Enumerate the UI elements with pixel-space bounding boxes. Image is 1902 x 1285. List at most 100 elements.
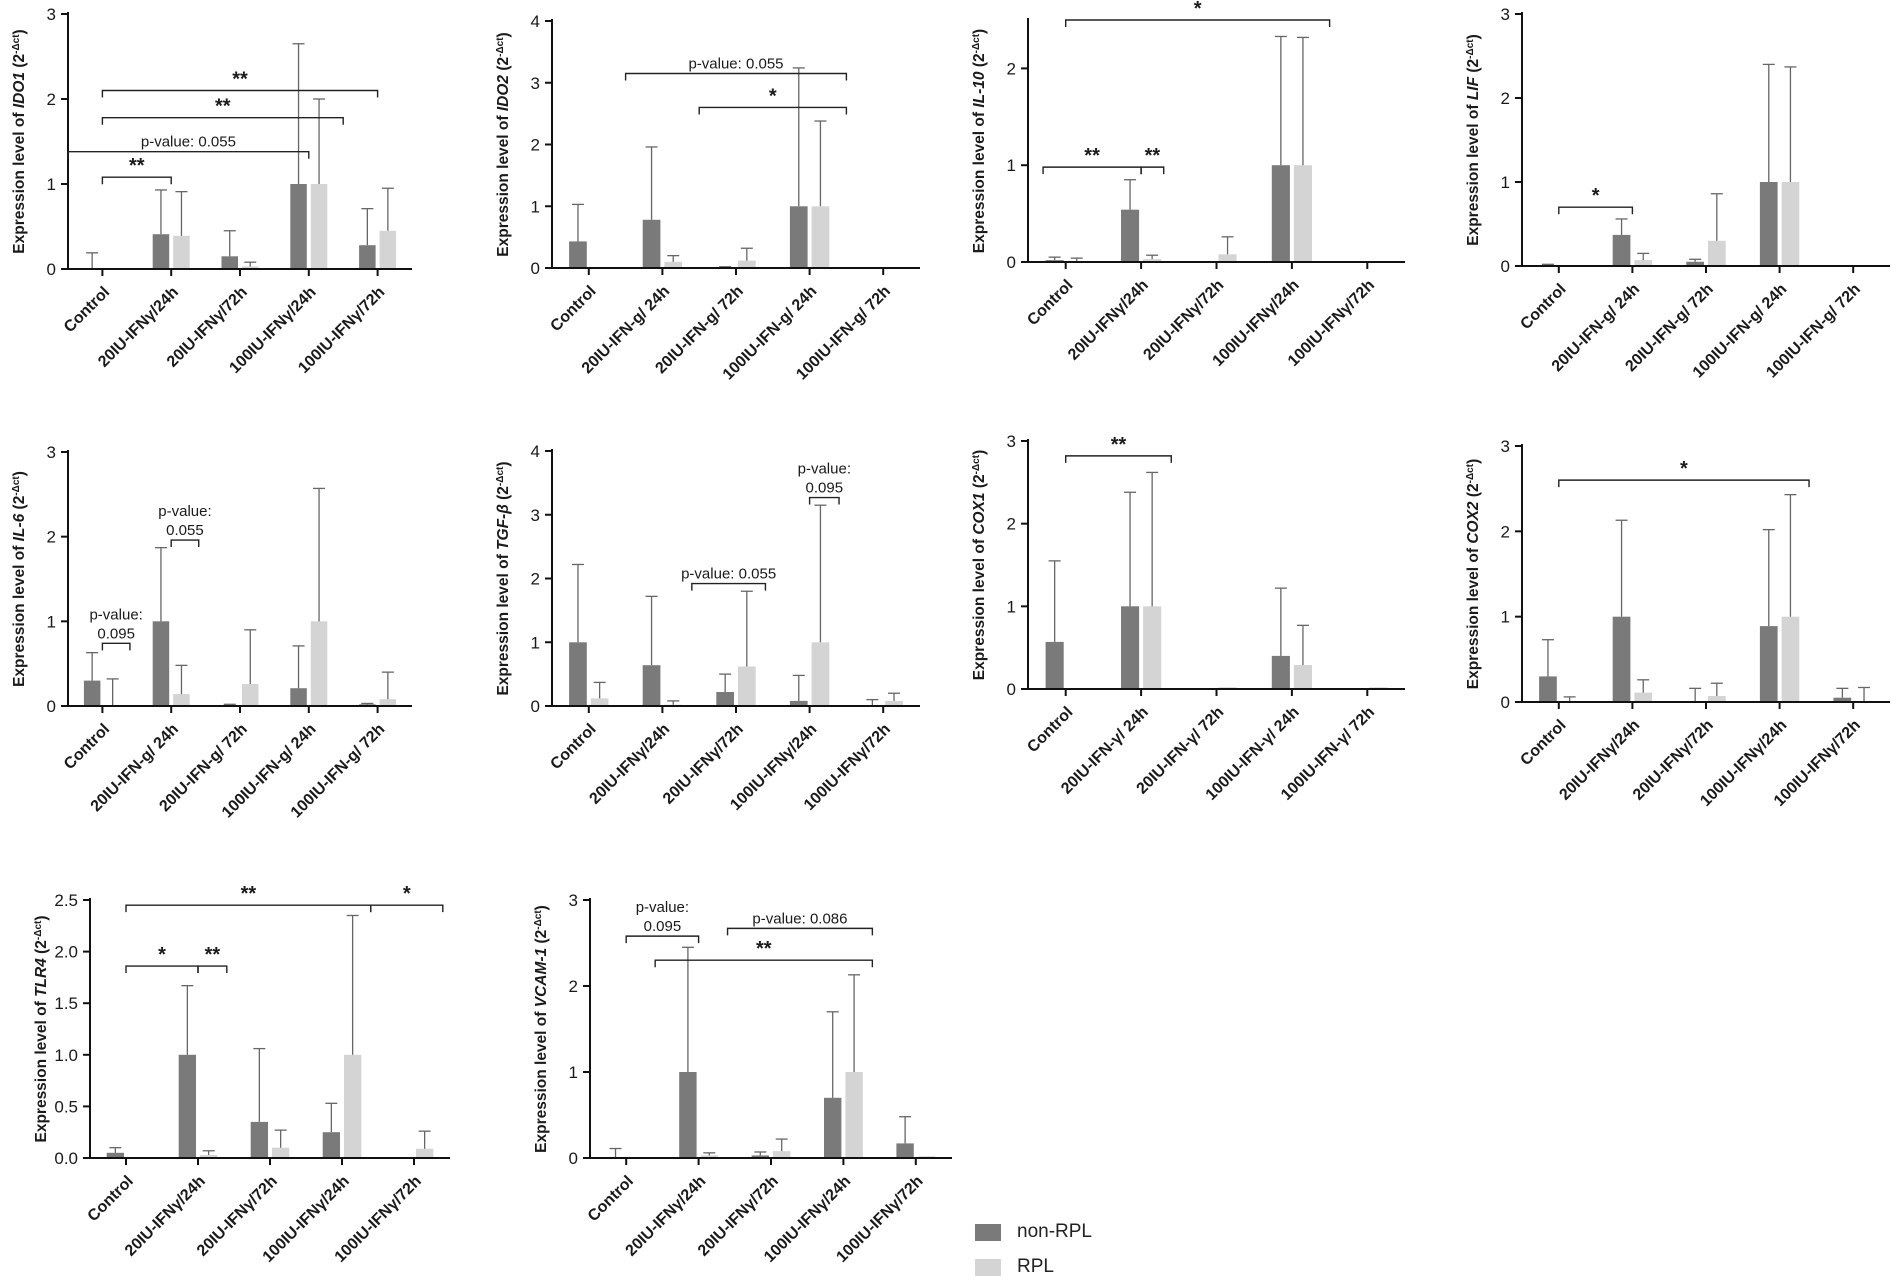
y-axis-title-exponent: -Δct	[495, 466, 506, 486]
y-axis-title-LIF: Expression level of LIF (2-Δct)	[1465, 34, 1483, 246]
y-axis-title-unit: (2	[495, 57, 512, 75]
bar-IDO2-RPL-3	[811, 206, 830, 269]
bar-TLR4-non-RPL-1	[178, 1054, 196, 1158]
y-axis-title-IDO2: Expression level of IDO2 (2-Δct)	[495, 32, 513, 256]
y-axis-title-exponent: -Δct	[1465, 39, 1476, 59]
y-axis-title-close: )	[495, 32, 512, 37]
bar-IDO1-RPL-3	[310, 184, 328, 269]
y-axis-title-unit: (2	[971, 474, 988, 492]
y-axis-title-close: )	[971, 450, 988, 455]
sig-label-TLR4-2: *	[158, 944, 166, 966]
legend-label-rpl: RPL	[1017, 1256, 1054, 1277]
bar-IDO2-RPL-1	[664, 261, 683, 268]
ytick-label-COX1-3: 3	[1007, 432, 1016, 451]
bar-IL6-RPL-4	[379, 699, 397, 706]
ytick-label-TLR4-4: 2.0	[54, 943, 78, 962]
bar-IL6-RPL-2	[242, 684, 259, 706]
sig-bracket-IDO2-0	[624, 72, 848, 81]
ytick-label-IDO2-3: 3	[531, 74, 540, 93]
y-axis-title-gene: COX1	[971, 492, 988, 534]
y-axis-title-unit: (2	[11, 54, 28, 72]
y-axis-title-exponent: -Δct	[11, 34, 22, 54]
sig-label-IL6-0: p-value:	[89, 606, 142, 623]
y-axis-title-close: )	[11, 29, 28, 34]
sig-label-IL10-2: **	[1145, 145, 1161, 167]
ytick-label-TLR4-5: 2.5	[54, 891, 78, 910]
bar-VCAM1-non-RPL-4	[896, 1143, 914, 1158]
y-axis-title-unit: (2	[11, 496, 28, 514]
y-axis-title-gene: IL-6	[11, 513, 28, 541]
bar-VCAM1-RPL-3	[845, 1072, 863, 1158]
ytick-label-IDO2-4: 4	[531, 12, 540, 31]
sig-bracket-VCAM1-0	[625, 935, 700, 944]
ytick-label-TGFB-1: 1	[531, 633, 540, 652]
ytick-label-COX2-2: 2	[1501, 522, 1510, 541]
y-axis-title-prefix: Expression level of	[533, 1007, 550, 1153]
sig-bracket-IDO1-3	[101, 176, 172, 185]
bar-TGFB-RPL-2	[738, 666, 756, 706]
y-axis-title-TLR4: Expression level of TLR4 (2-Δct)	[33, 915, 51, 1142]
sig-bracket-VCAM1-1	[726, 927, 874, 936]
bar-VCAM1-RPL-2	[773, 1151, 791, 1158]
ytick-label-COX2-0: 0	[1501, 693, 1510, 712]
y-axis-title-gene: TGF-β	[495, 504, 512, 550]
bar-TLR4-non-RPL-3	[322, 1132, 340, 1158]
sig-bracket-TLR4-1	[370, 904, 444, 913]
bar-IDO1-non-RPL-3	[290, 184, 307, 269]
bar-COX1-RPL-1	[1143, 606, 1162, 689]
ytick-label-IDO1-3: 3	[47, 5, 56, 24]
xtick-label-COX1-0: Control	[1024, 704, 1076, 756]
bar-IDO1-non-RPL-1	[152, 234, 170, 269]
ytick-label-TGFB-4: 4	[531, 442, 540, 461]
bar-IDO2-non-RPL-3	[789, 206, 808, 269]
legend-swatch-non-rpl	[975, 1223, 1001, 1241]
sig-bracket-IDO1-1	[101, 117, 344, 125]
sig-bracket-TLR4-0	[125, 904, 372, 913]
y-axis-title-exponent: -Δct	[495, 37, 506, 57]
xtick-label-COX2-0: Control	[1517, 717, 1569, 769]
ytick-label-IDO1-2: 2	[47, 90, 56, 109]
sig-label-VCAM1-2: **	[756, 938, 772, 960]
sig-bracket-IL6-1	[170, 539, 200, 548]
bar-COX1-non-RPL-0	[1045, 641, 1064, 689]
xtick-label-VCAM1-0: Control	[585, 1173, 637, 1225]
sig-bracket-COX2-0	[1558, 479, 1810, 488]
bar-TGFB-non-RPL-2	[716, 692, 734, 706]
xtick-label-IDO2-0: Control	[547, 283, 599, 335]
ytick-label-TGFB-0: 0	[531, 697, 540, 716]
panel-TLR4: 0.00.51.01.52.02.5Control20IU-IFNγ/24h20…	[33, 883, 450, 1266]
xtick-label-LIF-0: Control	[1517, 281, 1569, 333]
bar-COX1-non-RPL-1	[1121, 606, 1140, 689]
y-axis-title-gene: VCAM-1	[533, 948, 550, 1007]
y-axis-title-unit: (2	[533, 930, 550, 948]
ytick-label-TLR4-2: 1.0	[54, 1046, 78, 1065]
bar-VCAM1-non-RPL-3	[824, 1097, 842, 1158]
sig-label-TGFB-0: p-value: 0.055	[681, 566, 776, 583]
y-axis-title-IL6: Expression level of IL-6 (2-Δct)	[11, 471, 29, 687]
y-axis-title-IL10: Expression level of IL-10 (2-Δct)	[971, 29, 989, 253]
panel-IDO1: 0123Control20IU-IFNγ/24h20IU-IFNγ/72h100…	[11, 5, 412, 377]
y-axis-title-gene: COX2	[1465, 501, 1482, 544]
sig-label-VCAM1-0: p-value:	[636, 899, 689, 916]
ytick-label-VCAM1-2: 2	[569, 977, 578, 996]
y-axis-title-exponent: -Δct	[11, 476, 22, 496]
sig-value-VCAM1-0: 0.095	[644, 918, 682, 935]
sig-label-IDO2-1: *	[769, 85, 777, 107]
y-axis-title-unit: (2	[1465, 59, 1482, 77]
sig-label-IDO1-2: p-value: 0.055	[141, 134, 236, 151]
sig-label-TLR4-3: **	[205, 944, 221, 966]
sig-label-IL10-0: *	[1194, 0, 1202, 20]
bar-VCAM1-RPL-1	[700, 1155, 718, 1158]
ytick-label-COX1-2: 2	[1007, 515, 1016, 534]
ytick-label-IDO2-0: 0	[531, 259, 540, 278]
legend-label-non-rpl: non-RPL	[1017, 1221, 1092, 1242]
xtick-label-IL10-0: Control	[1024, 277, 1076, 329]
ytick-label-TLR4-1: 0.5	[54, 1097, 78, 1116]
y-axis-title-COX1: Expression level of COX1 (2-Δct)	[971, 450, 989, 681]
ytick-label-COX2-3: 3	[1501, 437, 1510, 456]
panel-COX2: 0123Control20IU-IFNγ/24h20IU-IFNγ/72h100…	[1465, 437, 1890, 810]
sig-bracket-IL10-1	[1042, 166, 1142, 175]
sig-label-COX1-0: **	[1111, 434, 1127, 456]
